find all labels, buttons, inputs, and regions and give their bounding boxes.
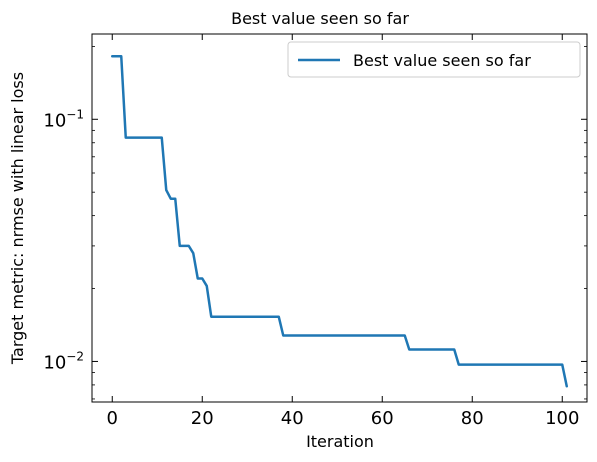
x-axis-label: Iteration (306, 432, 374, 451)
y-tick-label: 10−1 (43, 107, 84, 131)
legend-box (287, 41, 581, 78)
chart-title: Best value seen so far (231, 9, 409, 28)
y-tick-label: 10−2 (43, 349, 84, 373)
series-line (111, 55, 568, 388)
x-tick-label: 60 (371, 408, 394, 429)
legend: Best value seen so far (287, 41, 581, 78)
y-axis-label: Target metric: nrmse with linear loss (8, 72, 27, 365)
x-tick-label: 80 (461, 408, 484, 429)
x-tick-label: 20 (191, 408, 214, 429)
plot-frame (91, 33, 588, 403)
x-tick-label: 0 (107, 408, 118, 429)
legend-label: Best value seen so far (353, 51, 531, 70)
x-tick-label: 40 (281, 408, 304, 429)
x-tick-label: 100 (545, 408, 579, 429)
